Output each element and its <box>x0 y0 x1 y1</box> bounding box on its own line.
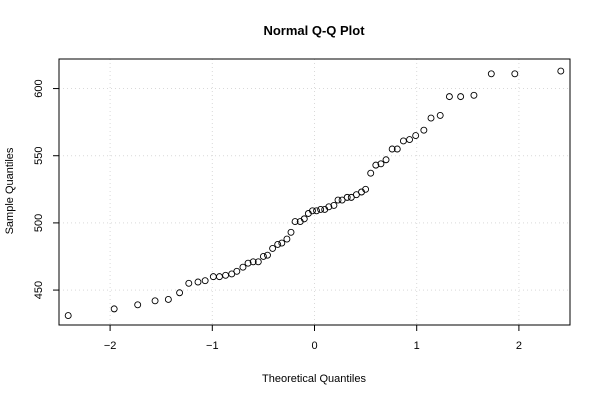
data-point <box>557 67 565 75</box>
data-point <box>393 145 401 153</box>
data-point <box>278 239 286 247</box>
data-point <box>511 70 519 78</box>
data-point <box>164 296 172 303</box>
data-point <box>309 207 316 215</box>
y-tick-label: 500 <box>33 214 45 232</box>
plot-frame <box>58 58 571 326</box>
data-point <box>269 244 277 252</box>
data-point <box>287 228 295 236</box>
x-tick-label: −1 <box>206 340 219 352</box>
data-point <box>436 111 444 119</box>
data-point <box>399 137 407 145</box>
data-point <box>470 91 478 99</box>
axes: −2 −1 0 1 2 450 500 550 600 <box>33 79 522 352</box>
x-tick-label: −2 <box>104 340 117 352</box>
data-point <box>334 196 342 204</box>
data-point <box>209 273 217 281</box>
data-point <box>382 156 390 164</box>
x-axis-label: Theoretical Quantiles <box>262 373 366 385</box>
data-point <box>330 201 338 209</box>
data-point <box>201 277 209 285</box>
data-point <box>377 160 385 168</box>
data-point <box>264 251 271 259</box>
data-point <box>259 253 267 260</box>
data-point <box>427 114 435 122</box>
data-point <box>412 132 420 140</box>
data-point <box>367 169 375 177</box>
y-tick-label: 600 <box>33 79 45 97</box>
data-point <box>194 278 202 286</box>
data-point <box>325 203 333 211</box>
data-point <box>244 259 252 267</box>
data-point <box>343 193 351 201</box>
data-point <box>274 240 282 248</box>
data-point <box>222 271 230 279</box>
data-point <box>420 126 428 134</box>
data-point <box>283 235 291 243</box>
data-point <box>254 258 262 266</box>
data-point <box>300 215 308 223</box>
chart-title: Normal Q-Q Plot <box>263 23 365 38</box>
data-point <box>134 301 142 309</box>
data-point <box>185 279 193 287</box>
y-tick-label: 450 <box>33 281 45 299</box>
data-point <box>233 267 241 275</box>
data-point <box>249 258 257 266</box>
data-point <box>317 206 325 213</box>
data-point <box>406 136 413 144</box>
x-tick-label: 0 <box>311 340 317 352</box>
data-point <box>445 93 453 101</box>
y-axis-label: Sample Quantiles <box>4 147 16 234</box>
data-point <box>457 93 465 101</box>
data-point <box>291 218 299 226</box>
data-point <box>313 207 320 215</box>
x-tick-label: 2 <box>516 340 522 352</box>
data-point <box>64 312 72 320</box>
x-tick-label: 1 <box>414 340 420 352</box>
y-tick-label: 550 <box>33 147 45 165</box>
grid-lines <box>59 59 570 325</box>
data-point <box>372 161 380 169</box>
data-point <box>151 297 159 305</box>
data-point <box>388 145 396 153</box>
data-point <box>176 289 184 297</box>
data-point <box>110 305 118 313</box>
data-point <box>239 263 247 271</box>
data-points <box>64 67 565 320</box>
data-point <box>487 70 495 78</box>
data-point <box>216 273 223 281</box>
data-point <box>362 185 370 193</box>
